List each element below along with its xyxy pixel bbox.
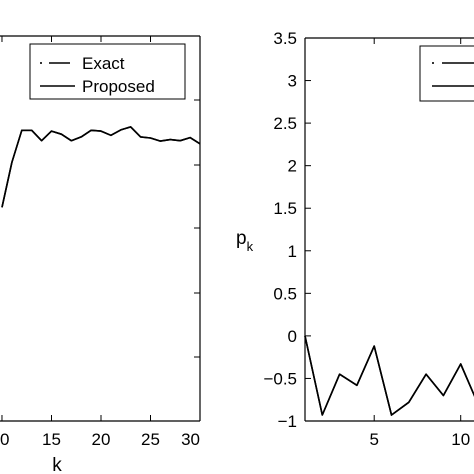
left-x-tick-label: 30 — [181, 430, 200, 449]
right-y-tick-label: 0 — [288, 327, 297, 346]
right-y-axis-label-subscript: k — [247, 239, 254, 254]
left-legend: Exact Proposed — [29, 43, 186, 100]
left-x-tick-label: 15 — [42, 430, 61, 449]
right-y-tick-label: 2 — [288, 157, 297, 176]
left-series-line-proposed — [1, 126, 201, 208]
right-legend — [419, 45, 474, 102]
right-y-tick-label: −0.5 — [263, 369, 297, 388]
right-y-tick-label: 1 — [288, 242, 297, 261]
right-chart: 3.532.521.510.50−0.5−151015pk — [236, 29, 474, 449]
right-series-line-proposed — [304, 335, 474, 416]
right-legend-box — [419, 45, 474, 102]
right-y-tick-label: 1.5 — [273, 199, 297, 218]
left-legend-box — [29, 43, 186, 100]
right-x-tick-label: 5 — [369, 430, 378, 449]
left-chart: 0 15 20 25 30 k Exact Proposed — [0, 35, 201, 474]
left-x-axis-label: k — [52, 455, 62, 474]
right-y-axis-label: pk — [236, 228, 254, 254]
right-series-line-exact — [304, 335, 474, 416]
left-x-tick-label: 0 — [0, 430, 9, 449]
right-x-tick-label: 10 — [451, 430, 470, 449]
right-y-axis-label-main: p — [236, 228, 247, 249]
left-x-tick-label: 25 — [141, 430, 160, 449]
right-y-tick-label: 2.5 — [273, 114, 297, 133]
left-x-tick-label: 20 — [92, 430, 111, 449]
left-legend-label-exact: Exact — [82, 54, 125, 73]
right-y-tick-label: 3 — [288, 72, 297, 91]
right-y-tick-label: 3.5 — [273, 29, 297, 48]
left-legend-label-proposed: Proposed — [82, 77, 155, 96]
right-y-tick-label: −1 — [278, 412, 297, 431]
right-y-tick-label: 0.5 — [273, 284, 297, 303]
